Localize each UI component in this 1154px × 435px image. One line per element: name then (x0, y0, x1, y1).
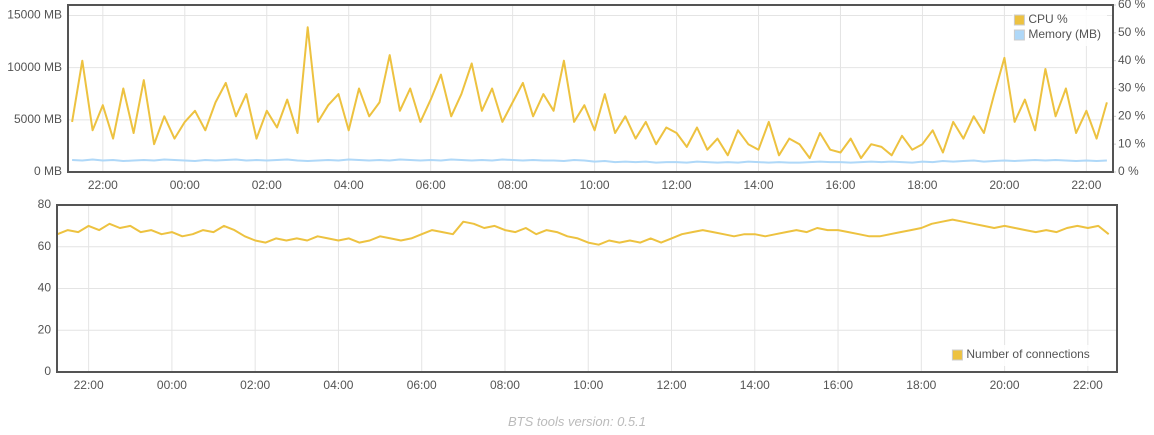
legend-label: CPU % (1028, 12, 1068, 26)
x-tick-label: 12:00 (657, 378, 687, 392)
y-tick-label: 5000 MB (14, 112, 62, 126)
x-tick-label: 14:00 (744, 178, 774, 192)
y2-tick-label: 40 % (1118, 53, 1146, 67)
series-line (57, 218, 1110, 246)
x-tick-label: 04:00 (323, 378, 353, 392)
y-tick-label: 15000 MB (7, 8, 62, 22)
x-tick-label: 10:00 (573, 378, 603, 392)
x-tick-label: 06:00 (416, 178, 446, 192)
x-tick-label: 00:00 (170, 178, 200, 192)
x-tick-label: 06:00 (407, 378, 437, 392)
x-tick-label: 16:00 (823, 378, 853, 392)
x-tick-label: 22:00 (1073, 378, 1103, 392)
y-tick-label: 80 (38, 197, 52, 211)
y-tick-label: 0 MB (34, 164, 62, 178)
y2-tick-label: 0 % (1118, 164, 1139, 178)
y-tick-label: 0 (44, 364, 51, 378)
x-tick-label: 08:00 (490, 378, 520, 392)
x-tick-label: 18:00 (906, 378, 936, 392)
y2-tick-label: 20 % (1118, 109, 1146, 123)
series-line (71, 26, 1108, 160)
y-tick-label: 10000 MB (7, 60, 62, 74)
legend-background (1012, 10, 1107, 46)
charts: 0 MB 5000 MB 10000 MB 15000 MB 0 % 10 % 20 % 30… (7, 0, 1146, 392)
x-tick-label: 20:00 (990, 378, 1020, 392)
x-tick-label: 18:00 (907, 178, 937, 192)
x-tick-label: 12:00 (662, 178, 692, 192)
x-tick-label: 22:00 (74, 378, 104, 392)
legend-swatch (1013, 29, 1025, 41)
y-tick-label: 20 (38, 322, 52, 336)
x-tick-label: 04:00 (334, 178, 364, 192)
y2-tick-label: 30 % (1118, 81, 1146, 95)
x-tick-label: 14:00 (740, 378, 770, 392)
x-tick-label: 22:00 (1071, 178, 1101, 192)
x-tick-label: 02:00 (240, 378, 270, 392)
y2-tick-label: 50 % (1118, 25, 1146, 39)
plot-background (68, 5, 1113, 172)
x-tick-label: 16:00 (825, 178, 855, 192)
legend-background (950, 345, 1111, 366)
x-tick-label: 02:00 (252, 178, 282, 192)
legend-label: Number of connections (966, 347, 1089, 361)
x-tick-label: 10:00 (580, 178, 610, 192)
y2-tick-label: 10 % (1118, 136, 1146, 150)
legend-swatch (1013, 14, 1025, 26)
x-tick-label: 22:00 (88, 178, 118, 192)
plot-border (67, 4, 1114, 173)
y-tick-label: 60 (38, 239, 52, 253)
y-tick-label: 40 (38, 281, 52, 295)
y2-tick-label: 60 % (1118, 0, 1146, 11)
x-tick-label: 08:00 (498, 178, 528, 192)
footer: BTS tools version: 0.5.1 (507, 414, 646, 429)
x-tick-label: 20:00 (989, 178, 1019, 192)
series-line (72, 158, 1107, 164)
plot-border (56, 204, 1118, 373)
legend-label: Memory (MB) (1028, 27, 1101, 41)
legend-swatch (951, 349, 963, 361)
x-tick-label: 00:00 (157, 378, 187, 392)
